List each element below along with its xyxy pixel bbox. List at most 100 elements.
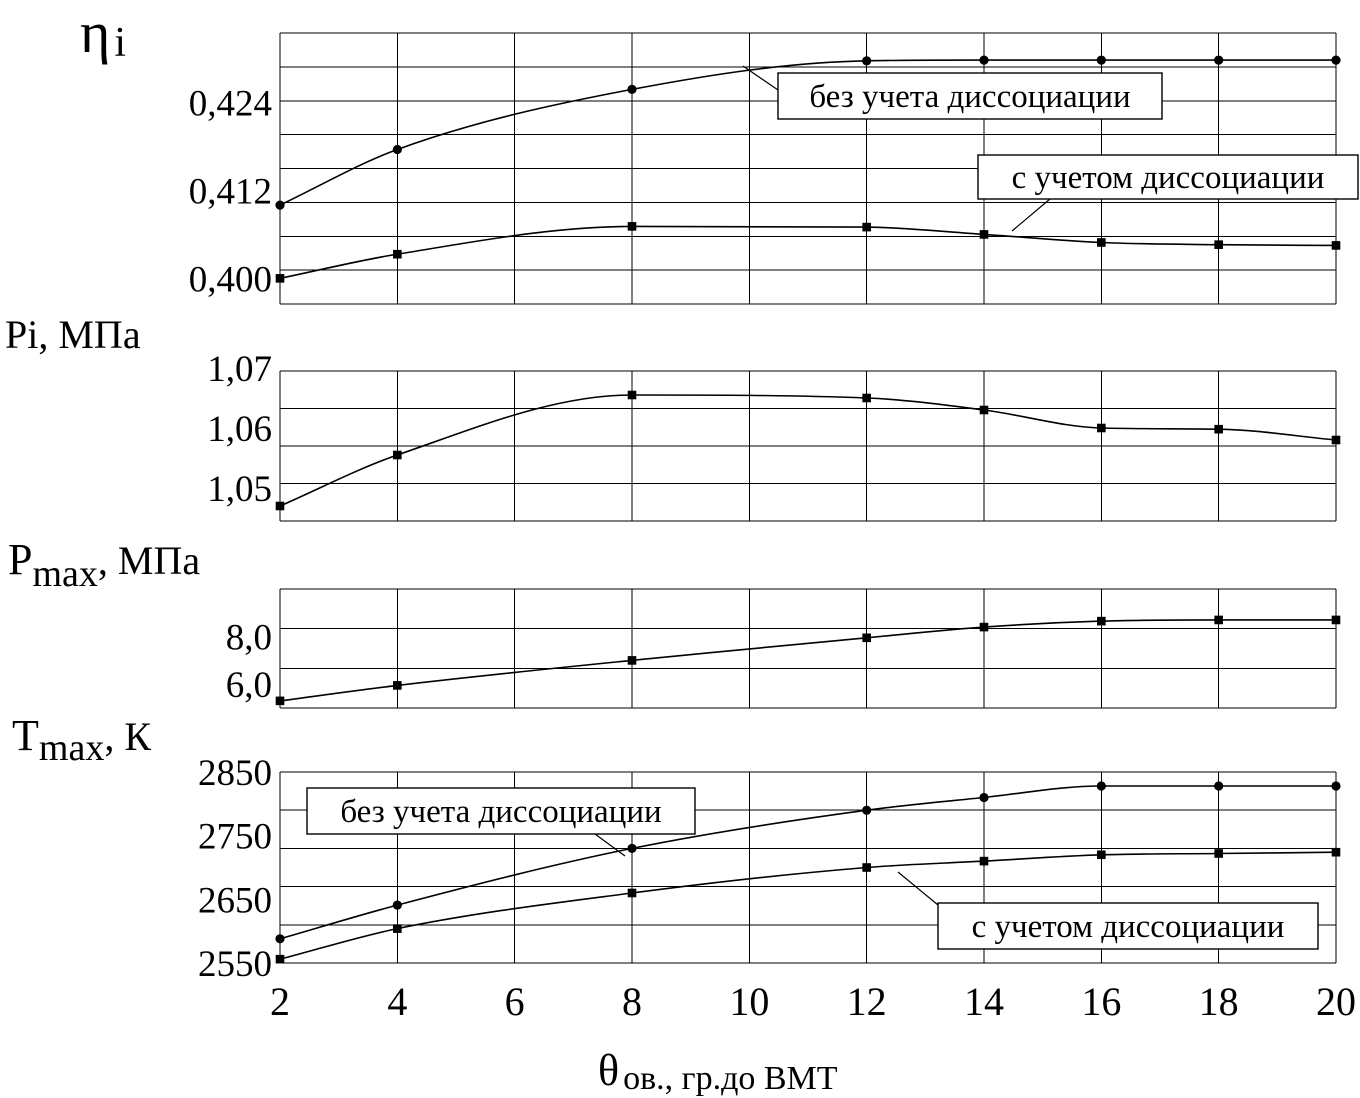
y-label-main: P [8,535,32,584]
x-tick-label: 6 [505,979,525,1024]
data-point [1097,423,1106,433]
y-tick-label: 2750 [198,817,272,858]
data-point [862,222,871,232]
data-point [627,222,637,231]
x-tick-label: 20 [1316,979,1356,1024]
grid [279,588,1337,709]
annotation-box [777,72,1163,120]
y-tick-label: 1,06 [207,409,272,450]
data-point [275,954,285,964]
data-point [862,393,871,403]
series-line [279,619,1336,702]
data-point [1331,55,1341,65]
annotation-label: с учетом диссоциации [972,909,1285,945]
chart-panel-max-pressure: 6,08,0 Pmax, МПа [8,535,1341,709]
y-tick-labels: 1,05 1,06 1,07 [207,349,272,510]
data-point [393,450,402,460]
data-point [1331,615,1341,625]
data-point [1331,435,1341,445]
data-point [979,792,989,803]
y-label-main: η [80,0,110,65]
annotation-box [977,154,1359,200]
annotation-leader [742,65,779,91]
data-point [862,805,872,815]
annotation-leader [1011,198,1051,232]
data-point [979,622,989,632]
data-point [1214,849,1223,858]
data-point [1331,241,1341,250]
y-label-sub: max [32,553,97,595]
y-tick-label: 6,0 [226,665,272,706]
grid [279,370,1337,522]
series-layer [275,55,1341,283]
x-axis-label: θ ов., гр.до ВМТ [598,1046,838,1097]
annotations: без учета диссоциации с учетом диссоциаци… [306,787,1319,950]
data-point [392,144,402,155]
x-tick-label: 14 [964,979,1004,1024]
x-tick-label: 4 [387,979,407,1024]
data-point [1331,781,1341,791]
data-point [1214,781,1224,791]
x-tick-label: 12 [847,979,887,1024]
data-point [862,863,871,872]
y-axis-label-efficiency: ηi [80,0,126,66]
data-point [627,390,637,400]
y-tick-label: 1,07 [207,349,272,390]
annotation-label: без учета диссоциации [809,79,1130,115]
data-point [862,56,872,66]
data-point [275,501,285,511]
data-point [1097,616,1106,626]
x-label-sub: ов., гр.до ВМТ [623,1060,838,1097]
data-point [979,230,989,239]
data-point [1214,240,1223,249]
data-point [1096,55,1106,65]
annotation-label: с учетом диссоциации [1012,160,1325,196]
chart-panel-efficiency: 0,400 0,412 0,424 без учета диссоциации с у… [80,0,1359,305]
data-point [979,55,989,65]
chart-panel-max-temperature: 2550 2650 2750 2850 2 4 6 8 10 12 14 16 18 20 без уч… [12,711,1356,1097]
series-layer [275,390,1341,511]
y-axis-label-max-temperature: Tmax, К [12,711,151,769]
x-tick-label: 18 [1199,979,1239,1024]
annotation-box [937,902,1319,950]
y-tick-label: 2850 [198,753,272,794]
grid [279,771,1337,964]
x-tick-label: 16 [1081,979,1121,1024]
data-point [627,888,637,898]
data-point [393,249,402,259]
data-point [627,84,637,94]
x-tick-label: 10 [729,979,769,1024]
data-point [1096,781,1106,791]
chart-panel-indicated-pressure: 1,05 1,06 1,07 Pi, МПа [5,312,1341,522]
y-tick-labels: 2550 2650 2750 2850 [198,753,272,985]
data-point [275,200,285,210]
x-label-main: θ [598,1046,619,1095]
y-axis-label-indicated-pressure: Pi, МПа [5,312,141,357]
data-point [627,656,637,665]
x-tick-label: 8 [622,979,642,1024]
series-line [279,225,1337,280]
annotation-leader [594,833,626,857]
y-label-sub: max [39,727,104,769]
y-label-tail: , МПа [98,538,200,583]
data-point [1214,55,1224,65]
y-tick-label: 0,400 [189,259,272,300]
data-point [627,843,637,854]
x-tick-labels: 2 4 6 8 10 12 14 16 18 20 [270,979,1356,1024]
data-point [1331,847,1341,857]
y-tick-label: 1,05 [207,469,272,510]
annotation-label: без учета диссоциации [340,794,661,830]
x-tick-label: 2 [270,979,290,1024]
y-tick-label: 2650 [198,880,272,921]
series-layer [275,781,1341,964]
data-point [1097,850,1106,860]
y-tick-label: 2550 [198,944,272,985]
y-tick-labels: 0,400 0,412 0,424 [189,84,272,301]
data-point [275,274,285,283]
data-point [275,696,285,706]
data-point [1097,238,1106,247]
annotations: без учета диссоциации с учетом диссоциаци… [742,65,1359,232]
y-axis-label-max-pressure: Pmax, МПа [8,535,200,595]
y-label-sub: i [114,20,126,66]
